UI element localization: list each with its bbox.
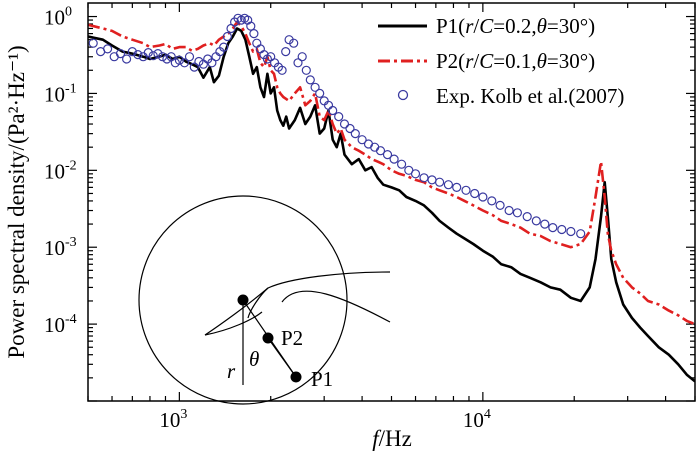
exp-data-point	[470, 188, 480, 199]
exp-data-point	[174, 55, 184, 65]
exp-data-point	[293, 58, 303, 68]
exp-data-point	[370, 142, 380, 152]
exp-data-point	[334, 111, 344, 122]
exp-data-point	[435, 177, 445, 187]
exp-data-point	[102, 44, 113, 54]
exp-data-point	[157, 52, 168, 62]
exp-data-point	[88, 38, 98, 48]
exp-data-point	[281, 46, 291, 57]
series-group	[88, 13, 695, 383]
x-tick-label-0: 103	[159, 407, 187, 432]
exp-data-point	[397, 159, 407, 169]
exp-data-point	[495, 200, 505, 210]
exp-data-point	[246, 21, 256, 31]
exp-data-point	[410, 169, 421, 179]
exp-data-point	[121, 54, 132, 64]
exp-data-point	[557, 224, 567, 235]
exp-data-point	[357, 135, 367, 145]
exp-data-point	[207, 58, 217, 68]
inset-p2-point	[262, 332, 274, 344]
exp-data-point	[153, 48, 163, 59]
legend-p1-label: P1(r/C=0.2,θ=30°)	[436, 14, 595, 38]
exp-data-point	[540, 219, 550, 229]
inset-r-label: r	[227, 359, 236, 383]
exp-data-point	[576, 229, 586, 239]
inset-p1-label: P1	[311, 367, 333, 391]
legend-p2-label: P2(r/C=0.1,θ=30°)	[436, 49, 595, 73]
exp-data-point	[222, 31, 232, 42]
exp-data-point	[345, 123, 355, 134]
exp-data-point	[531, 216, 541, 226]
exp-data-point	[162, 54, 172, 64]
exp-data-point	[339, 119, 350, 129]
exp-data-point	[249, 28, 259, 39]
axis-ticks: 103 104 100 10-1 10-2 10-3 10-4	[44, 3, 696, 432]
exp-data-point	[389, 154, 399, 164]
inset-airfoil-tip	[247, 287, 269, 319]
exp-data-point	[461, 185, 471, 195]
exp-data-point	[512, 208, 523, 218]
inset-vortex-sheet	[281, 290, 391, 323]
exp-data-point	[252, 38, 262, 48]
y-tick-label-3: 10-3	[44, 235, 77, 260]
exp-data-point	[115, 48, 126, 59]
legend: P1(r/C=0.2,θ=30°) P2(r/C=0.1,θ=30°) Exp.…	[378, 14, 624, 108]
exp-data-point	[194, 56, 204, 67]
exp-data-point	[148, 51, 158, 61]
exp-data-point	[522, 212, 532, 222]
exp-data-point	[419, 173, 429, 183]
exp-data-point	[478, 192, 488, 202]
inset-line-p2-p1	[267, 337, 297, 378]
series-line-p1	[88, 27, 695, 383]
exp-data-point	[310, 82, 320, 92]
inset-center-point	[237, 294, 249, 306]
exp-data-point	[184, 52, 195, 62]
exp-data-point	[166, 52, 176, 62]
legend-exp-label: Exp. Kolb et al.(2007)	[436, 84, 624, 108]
exp-data-point	[504, 205, 514, 216]
exp-data-point	[179, 58, 190, 68]
x-axis-label: f/Hz	[372, 426, 412, 451]
y-tick-label-4: 10-4	[44, 312, 77, 337]
exp-data-point	[305, 75, 315, 85]
exp-data-point	[350, 129, 360, 139]
exp-data-point	[375, 146, 386, 156]
inset-airfoil-upper	[204, 271, 391, 336]
y-tick-label-2: 10-2	[44, 158, 77, 183]
y-tick-label-1: 10-1	[44, 81, 77, 106]
plot-frame	[87, 2, 696, 402]
exp-data-point	[487, 196, 497, 206]
exp-data-point	[133, 49, 143, 60]
exp-data-point	[452, 182, 462, 192]
exp-data-point	[301, 65, 311, 75]
exp-data-point	[548, 223, 558, 233]
inset-circle	[138, 195, 348, 405]
exp-data-point	[443, 180, 453, 190]
inset-theta-label: θ	[249, 347, 259, 371]
exp-data-point	[143, 47, 153, 58]
exp-data-point	[328, 105, 338, 116]
inset-p2-label: P2	[281, 326, 303, 350]
y-axis-label: Power spectral density/(Pa²·Hz⁻¹)	[4, 45, 29, 358]
exp-data-point	[289, 38, 299, 48]
exp-data-point	[277, 65, 287, 75]
exp-data-point	[382, 150, 393, 160]
exp-data-point	[127, 46, 137, 57]
exp-data-point	[315, 88, 325, 99]
y-tick-label-0: 100	[44, 5, 72, 30]
exp-data-point	[427, 175, 437, 185]
exp-data-point	[219, 42, 229, 52]
inset-p1-point	[290, 371, 302, 383]
exp-data-point	[189, 62, 199, 72]
airfoil-inset-diagram: P2 P1 r θ	[138, 195, 391, 405]
inset-airfoil-lower	[204, 311, 263, 336]
series-line-p2	[88, 20, 695, 326]
exp-data-point	[297, 52, 307, 62]
legend-exp-swatch	[397, 89, 409, 101]
exp-data-point	[566, 226, 576, 237]
x-tick-label-1: 104	[463, 407, 491, 432]
